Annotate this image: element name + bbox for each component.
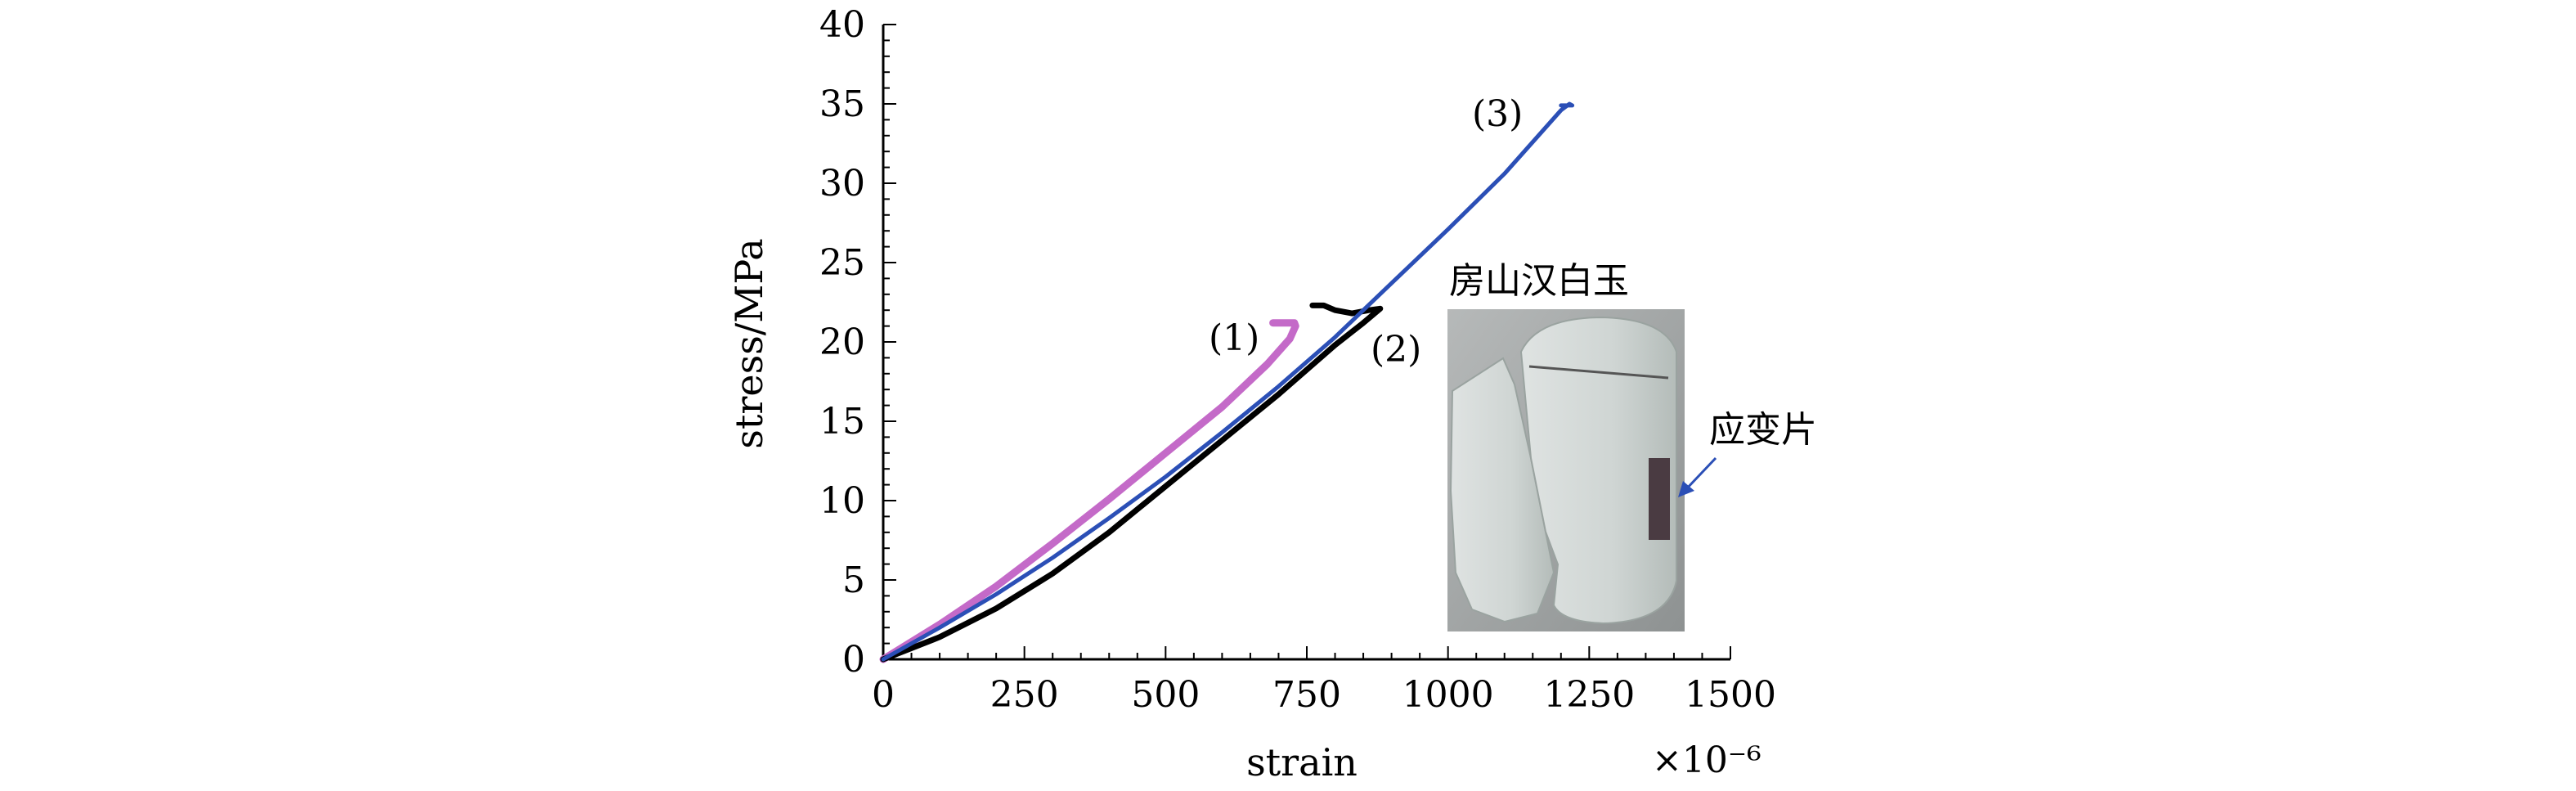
x-tick-label: 500 bbox=[1131, 674, 1200, 716]
y-tick-label: 20 bbox=[819, 321, 865, 363]
x-tick-label: 0 bbox=[872, 674, 895, 716]
x-tick-label: 1250 bbox=[1543, 674, 1635, 716]
series-line-3 bbox=[881, 101, 1575, 662]
x-tick-label: 1500 bbox=[1685, 674, 1776, 716]
rock-fragment bbox=[1449, 357, 1555, 623]
x-axis-title: strain bbox=[1246, 740, 1358, 784]
inset-title: 房山汉白玉 bbox=[1449, 260, 1629, 302]
series-line-1 bbox=[879, 319, 1299, 663]
y-tick-label: 25 bbox=[819, 242, 865, 284]
y-tick-label: 15 bbox=[819, 401, 865, 443]
labels-layer: strain ×10⁻⁶ stress/MPa (1) (2) (3) bbox=[727, 93, 1761, 784]
y-tick-label: 10 bbox=[819, 480, 865, 522]
y-tick-label: 40 bbox=[819, 4, 865, 46]
gauge-line bbox=[1528, 365, 1669, 380]
x-tick-label: 250 bbox=[990, 674, 1059, 716]
series-label-1: (1) bbox=[1209, 317, 1259, 359]
series-label-2: (2) bbox=[1371, 329, 1421, 371]
strain-gauge-arrow bbox=[1683, 456, 1717, 492]
series-label-3: (3) bbox=[1472, 93, 1523, 135]
specimen-photo-inset: 房山汉白玉 应变片 bbox=[1447, 260, 1817, 631]
y-axis-title: stress/MPa bbox=[727, 238, 771, 448]
ticks: 0 250 500 750 1000 1250 1500 0 5 10 15 20 25 30 35 40 bbox=[819, 4, 1776, 716]
y-tick-label: 30 bbox=[819, 163, 865, 204]
x-tick-label: 750 bbox=[1272, 674, 1341, 716]
strain-gauge bbox=[1649, 458, 1670, 540]
series-layer bbox=[879, 101, 1575, 663]
rock-cylinder bbox=[1519, 316, 1677, 625]
x-tick-label: 1000 bbox=[1402, 674, 1494, 716]
series-line-2 bbox=[880, 302, 1384, 663]
y-tick-label: 35 bbox=[819, 83, 865, 125]
y-tick-label: 5 bbox=[842, 560, 865, 601]
y-tick-label: 0 bbox=[842, 639, 865, 681]
strain-gauge-arrowhead bbox=[1678, 481, 1694, 497]
strain-gauge-label: 应变片 bbox=[1709, 409, 1817, 451]
x-axis-multiplier: ×10⁻⁶ bbox=[1652, 739, 1761, 781]
